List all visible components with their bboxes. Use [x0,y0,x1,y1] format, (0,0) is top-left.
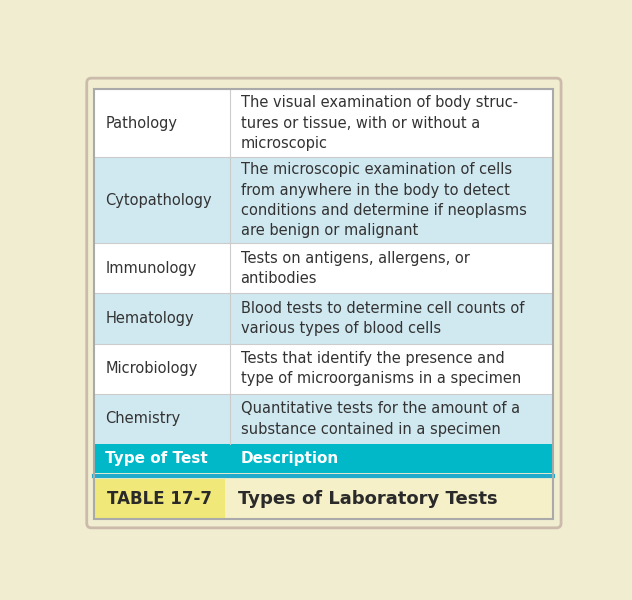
Text: TABLE 17-7: TABLE 17-7 [107,490,212,508]
Text: Hematology: Hematology [105,311,194,326]
Text: Tests that identify the presence and
type of microorganisms in a specimen: Tests that identify the presence and typ… [241,351,521,386]
Text: Types of Laboratory Tests: Types of Laboratory Tests [238,490,497,508]
Text: Quantitative tests for the amount of a
substance contained in a specimen: Quantitative tests for the amount of a s… [241,401,520,437]
Text: Immunology: Immunology [105,261,197,276]
Bar [94,479,225,518]
Bar [94,394,554,444]
Bar [94,344,554,394]
Text: Pathology: Pathology [105,116,177,131]
Text: Tests on antigens, allergens, or
antibodies: Tests on antigens, allergens, or antibod… [241,251,470,286]
Text: Microbiology: Microbiology [105,361,198,376]
Text: Cytopathology: Cytopathology [105,193,212,208]
Bar [94,89,554,157]
Bar [94,293,554,344]
Text: Blood tests to determine cell counts of
various types of blood cells: Blood tests to determine cell counts of … [241,301,524,336]
Text: Description: Description [241,451,339,466]
FancyBboxPatch shape [87,78,561,528]
Bar [94,444,554,473]
Bar [225,479,554,518]
Text: Type of Test: Type of Test [105,451,208,466]
Text: The visual examination of body struc-
tures or tissue, with or without a
microsc: The visual examination of body struc- tu… [241,95,518,151]
Bar [94,157,554,244]
Bar [94,244,554,293]
Text: The microscopic examination of cells
from anywhere in the body to detect
conditi: The microscopic examination of cells fro… [241,162,526,238]
Text: Chemistry: Chemistry [105,412,181,427]
